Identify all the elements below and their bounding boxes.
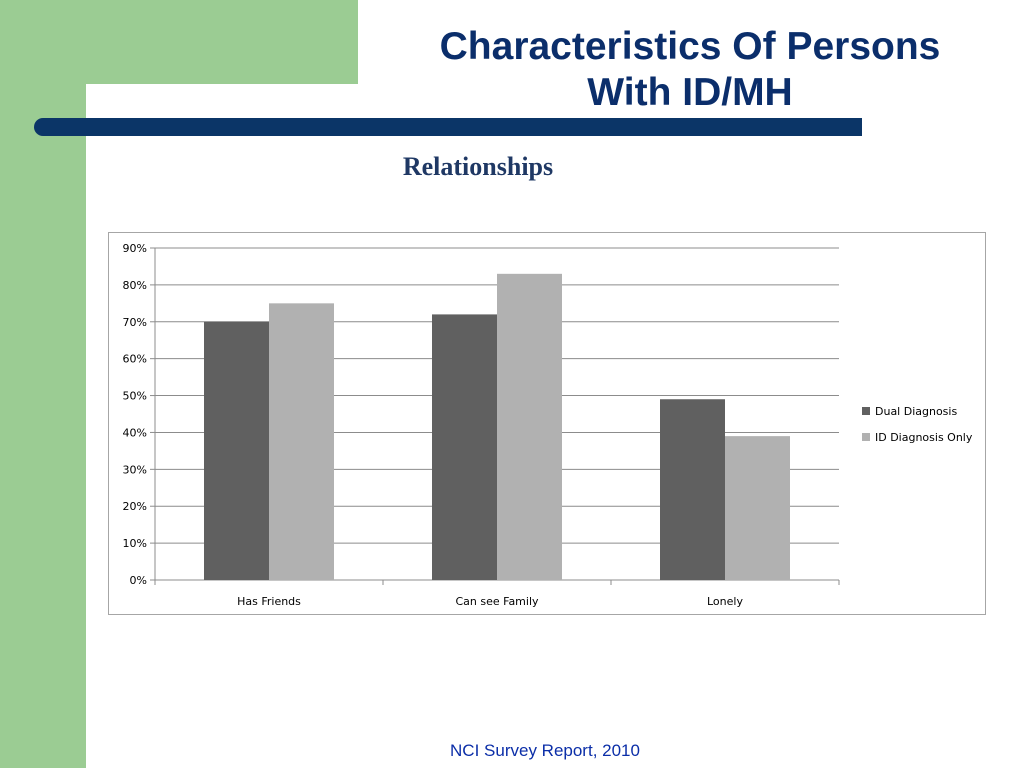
bar xyxy=(204,321,269,580)
y-tick-label: 30% xyxy=(123,463,147,476)
title-rule xyxy=(34,118,862,136)
y-tick-label: 10% xyxy=(123,537,147,550)
x-category-label: Has Friends xyxy=(237,595,301,608)
green-top-band xyxy=(0,0,358,84)
y-tick-label: 50% xyxy=(123,390,147,403)
legend-swatch xyxy=(862,433,870,441)
y-tick-label: 70% xyxy=(123,316,147,329)
slide-title-line-1: Characteristics Of Persons xyxy=(439,25,941,68)
y-tick-label: 90% xyxy=(123,242,147,255)
y-tick-label: 40% xyxy=(123,426,147,439)
bar xyxy=(269,303,334,580)
y-tick-label: 60% xyxy=(123,353,147,366)
bar xyxy=(660,399,725,580)
footer-source: NCI Survey Report, 2010 xyxy=(450,741,640,760)
bar-chart: 0% 10% 20% 30% 40% 50% 60% 70% 80% 90% Has Friends… xyxy=(123,242,973,608)
bar xyxy=(497,273,562,580)
legend-label: ID Diagnosis Only xyxy=(875,431,973,444)
legend-swatch xyxy=(862,407,870,415)
legend-label: Dual Diagnosis xyxy=(875,405,957,418)
x-category-label: Lonely xyxy=(707,595,743,608)
bar xyxy=(432,314,497,580)
y-tick-label: 0% xyxy=(130,574,147,587)
slide-title-line-2: With ID/MH xyxy=(587,71,793,114)
slide-subtitle: Relationships xyxy=(402,152,554,181)
y-tick-label: 80% xyxy=(123,279,147,292)
y-tick-label: 20% xyxy=(123,500,147,513)
bar xyxy=(725,436,790,580)
slide-title: Characteristics Of Persons With ID/MH xyxy=(380,24,1000,116)
x-category-label: Can see Family xyxy=(455,595,539,608)
green-side-band xyxy=(0,0,86,768)
